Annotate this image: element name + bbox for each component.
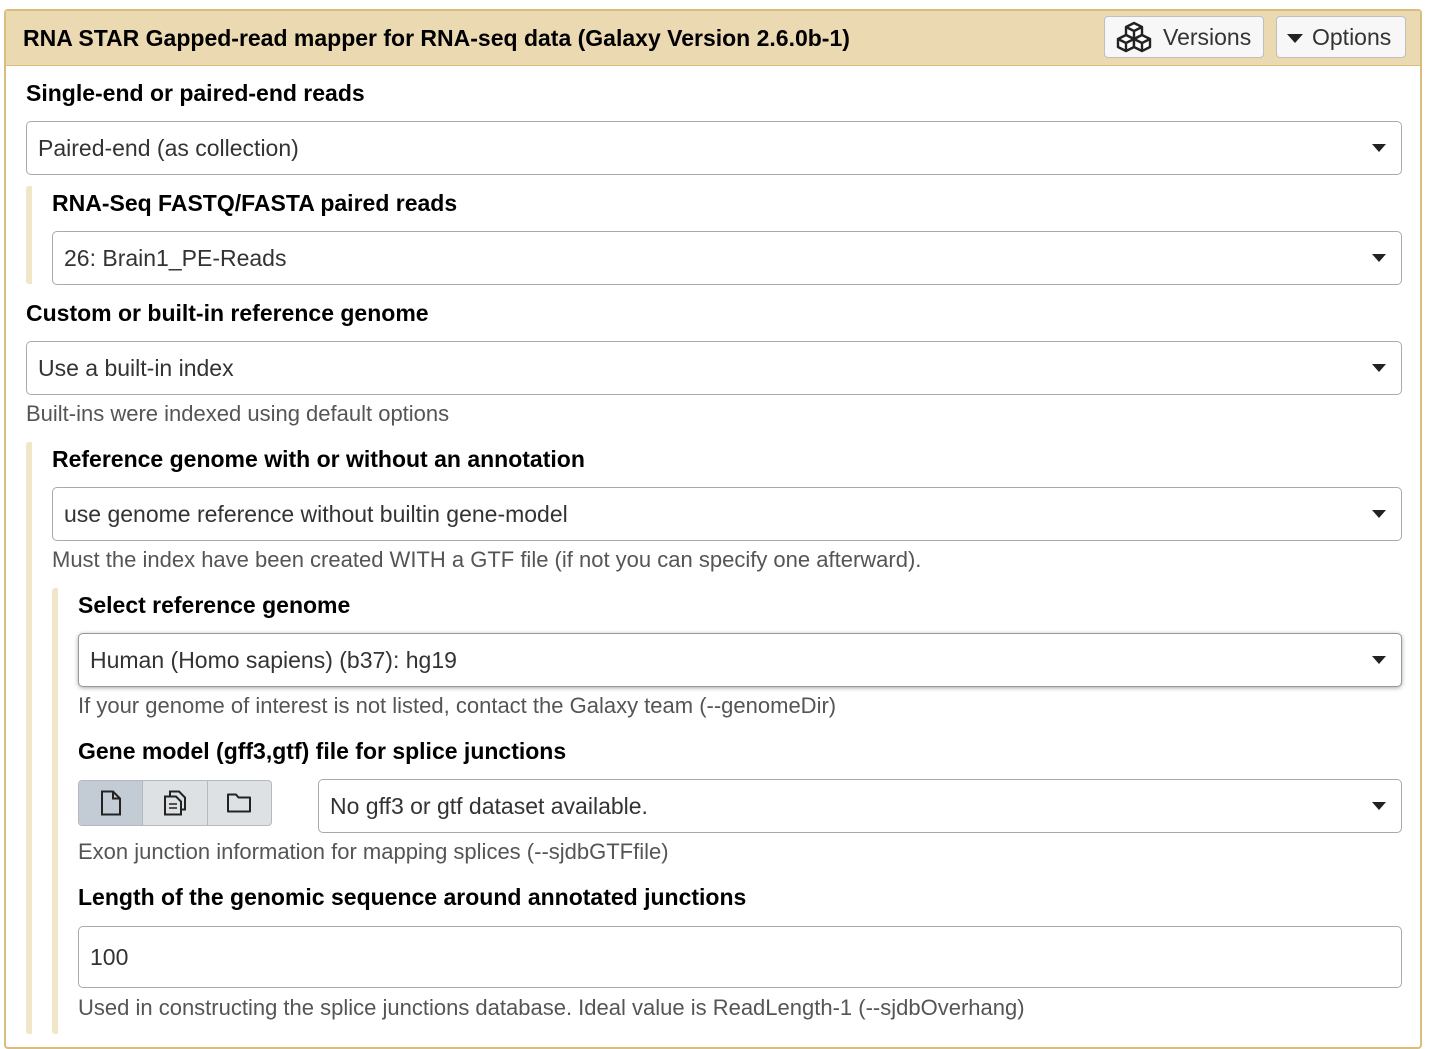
ref-source-label: Custom or built-in reference genome [26, 300, 429, 326]
ref-source-help: Built-ins were indexed using default opt… [26, 401, 450, 426]
dropdown-arrow-icon [1372, 254, 1386, 262]
paired-reads-value: 26: Brain1_PE-Reads [64, 244, 287, 271]
ref-source-value: Use a built-in index [38, 354, 234, 381]
overhang-help: Used in constructing the splice junction… [78, 995, 1025, 1020]
paired-reads-select[interactable]: 26: Brain1_PE-Reads [52, 231, 1402, 285]
dropdown-arrow-icon [1372, 802, 1386, 810]
gene-model-label: Gene model (gff3,gtf) file for splice ju… [78, 738, 567, 764]
gene-model-help: Exon junction information for mapping sp… [78, 839, 669, 864]
dataset-collection-button[interactable] [208, 781, 271, 825]
single-dataset-button[interactable] [79, 781, 144, 825]
ref-genome-label: Select reference genome [78, 592, 351, 618]
cubes-icon [1116, 21, 1152, 53]
tool-title: RNA STAR Gapped-read mapper for RNA-seq … [23, 24, 850, 51]
section-indent-bar [26, 442, 32, 1034]
versions-button[interactable]: Versions [1104, 16, 1264, 58]
dropdown-arrow-icon [1372, 510, 1386, 518]
files-icon [163, 790, 186, 816]
annotation-mode-value: use genome reference without builtin gen… [64, 500, 568, 527]
file-icon [100, 790, 121, 816]
folder-icon [227, 793, 252, 813]
options-button[interactable]: Options [1276, 16, 1406, 58]
section-indent-bar [52, 588, 58, 1034]
tool-header: RNA STAR Gapped-read mapper for RNA-seq … [6, 11, 1420, 66]
caret-down-icon [1287, 33, 1303, 43]
ref-genome-select[interactable]: Human (Homo sapiens) (b37): hg19 [78, 633, 1402, 687]
dropdown-arrow-icon [1372, 364, 1386, 372]
annotation-mode-select[interactable]: use genome reference without builtin gen… [52, 487, 1402, 541]
overhang-input[interactable]: 100 [78, 926, 1402, 988]
dropdown-arrow-icon [1372, 656, 1386, 664]
paired-reads-label: RNA-Seq FASTQ/FASTA paired reads [52, 190, 458, 216]
options-label: Options [1312, 23, 1392, 50]
versions-label: Versions [1163, 23, 1252, 50]
reads-mode-select[interactable]: Paired-end (as collection) [26, 121, 1402, 175]
gene-model-select[interactable]: No gff3 or gtf dataset available. [318, 779, 1402, 833]
ref-genome-value: Human (Homo sapiens) (b37): hg19 [90, 646, 457, 673]
annotation-mode-label: Reference genome with or without an anno… [52, 446, 585, 472]
reads-mode-value: Paired-end (as collection) [38, 134, 299, 161]
dataset-type-button-group [78, 780, 272, 826]
gene-model-value: No gff3 or gtf dataset available. [330, 792, 648, 819]
ref-source-select[interactable]: Use a built-in index [26, 341, 1402, 395]
dropdown-arrow-icon [1372, 144, 1386, 152]
annotation-mode-help: Must the index have been created WITH a … [52, 547, 922, 572]
multiple-datasets-button[interactable] [143, 781, 208, 825]
overhang-label: Length of the genomic sequence around an… [78, 884, 747, 910]
section-indent-bar [26, 186, 32, 284]
overhang-value: 100 [90, 943, 129, 970]
ref-genome-help: If your genome of interest is not listed… [78, 693, 837, 718]
reads-mode-label: Single-end or paired-end reads [26, 80, 365, 106]
